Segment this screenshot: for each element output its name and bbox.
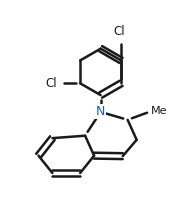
Text: Me: Me	[151, 106, 168, 116]
Text: N: N	[96, 105, 105, 119]
Text: Cl: Cl	[46, 77, 57, 90]
Text: Cl: Cl	[114, 25, 125, 38]
